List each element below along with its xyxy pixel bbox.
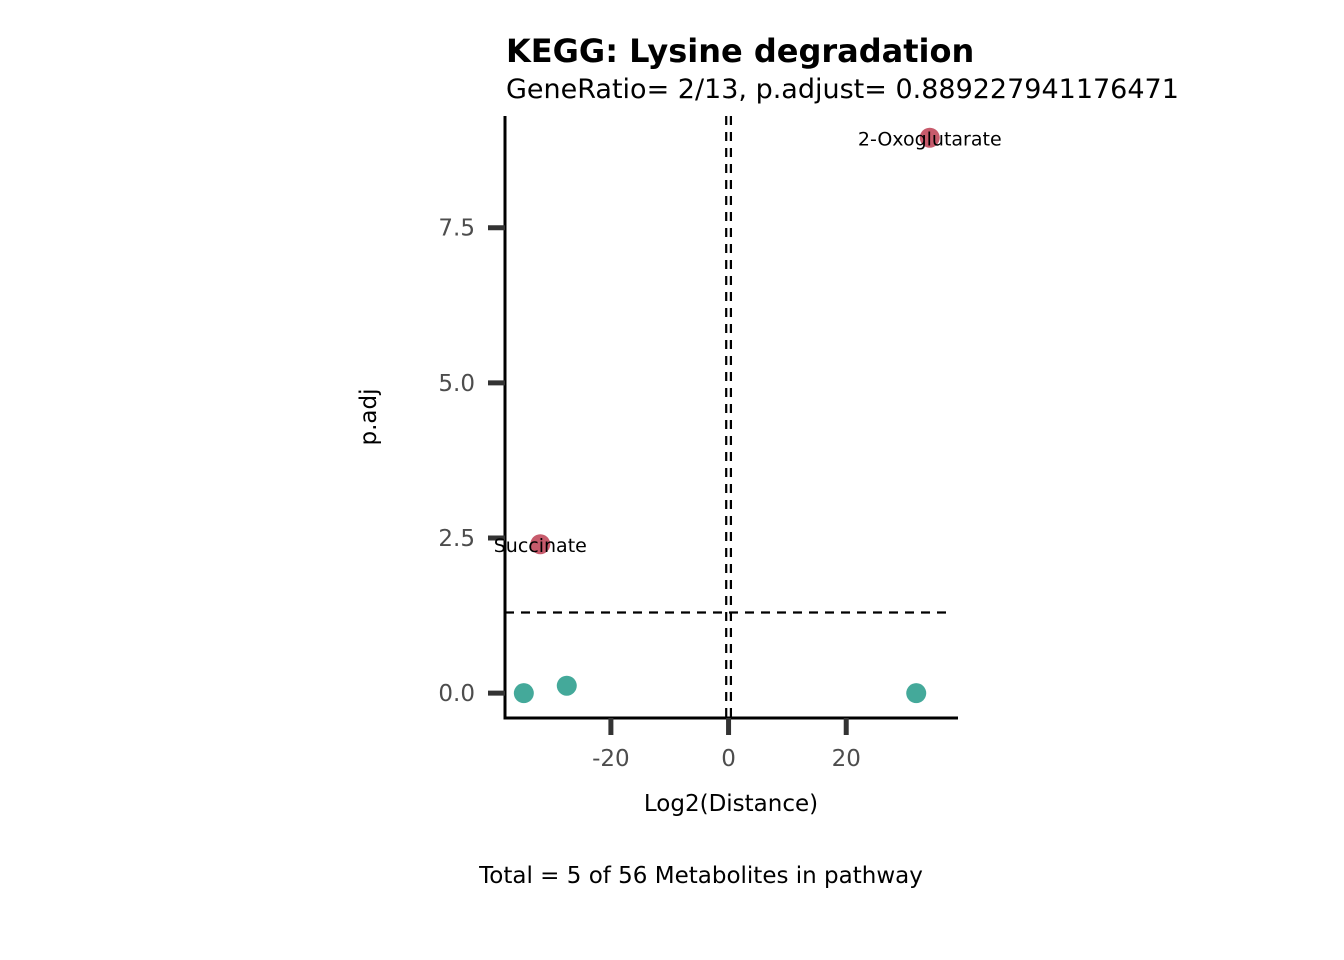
chart-title: KEGG: Lysine degradation — [506, 32, 974, 70]
significant-point — [530, 534, 551, 555]
point-label: 2-Oxoglutarate — [858, 129, 1002, 151]
non-significant-point — [556, 675, 577, 696]
x-axis-title: Log2(Distance) — [644, 791, 818, 817]
x-tick-label: 0 — [721, 746, 736, 772]
y-tick-label: 5.0 — [438, 371, 475, 397]
point-labels: 2-Oxoglutarate Succinate — [494, 129, 1002, 558]
reference-lines — [505, 116, 950, 718]
y-axis-title: p.adj — [356, 389, 382, 446]
data-points — [513, 127, 940, 704]
chart-caption: Total = 5 of 56 Metabolites in pathway — [478, 863, 923, 889]
x-tick-label: 20 — [832, 746, 861, 772]
axes: 0.0 2.5 5.0 7.5 -20 0 20 — [438, 116, 958, 772]
non-significant-point — [513, 683, 534, 704]
point-label: Succinate — [494, 535, 587, 557]
x-tick-label: -20 — [592, 746, 630, 772]
chart-subtitle: GeneRatio= 2/13, p.adjust= 0.88922794117… — [506, 74, 1179, 105]
non-significant-point — [906, 683, 927, 704]
y-tick-label: 7.5 — [438, 216, 475, 242]
significant-point — [919, 127, 940, 148]
y-tick-label: 0.0 — [438, 681, 475, 707]
y-tick-label: 2.5 — [438, 526, 475, 552]
